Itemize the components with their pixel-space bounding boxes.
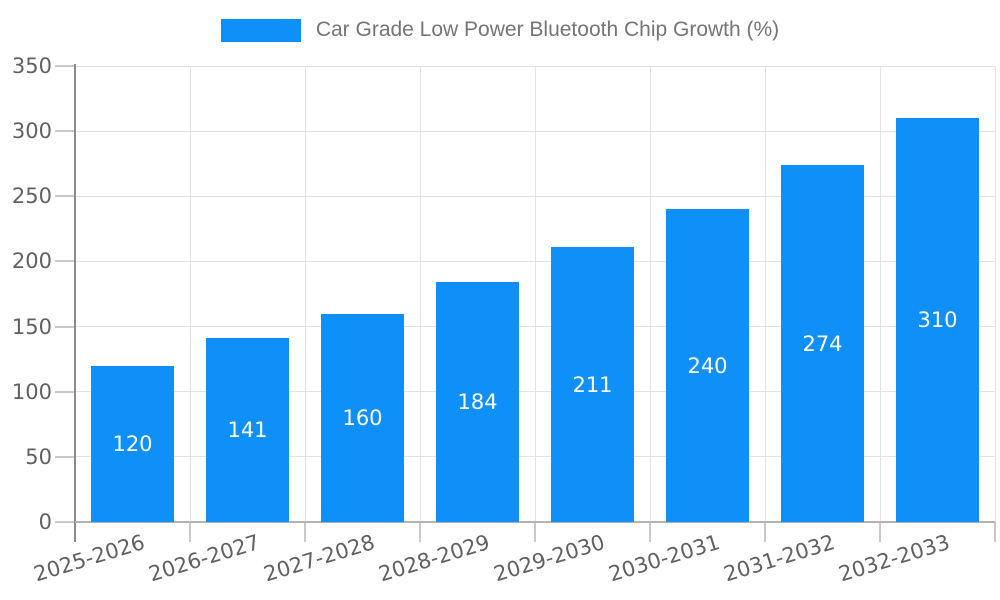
- vertical-gridline: [304, 66, 306, 522]
- bar-value-label: 240: [687, 353, 728, 378]
- y-axis-tick: [55, 325, 75, 328]
- x-axis-label: 2025-2026: [31, 530, 148, 587]
- vertical-gridline: [994, 66, 996, 522]
- y-axis-label: 50: [25, 444, 52, 469]
- bar-value-label: 160: [342, 405, 383, 430]
- y-axis-tick: [55, 455, 75, 458]
- y-axis-tick: [55, 130, 75, 133]
- x-axis-line: [75, 521, 995, 523]
- bar[interactable]: [896, 118, 979, 522]
- y-axis-tick: [55, 521, 75, 523]
- y-axis-label: 100: [11, 379, 52, 404]
- x-axis-tick: [419, 522, 421, 542]
- bar[interactable]: [781, 165, 864, 522]
- x-axis-label: 2026-2027: [146, 530, 263, 587]
- x-axis-tick: [994, 522, 996, 542]
- bar-value-label: 211: [572, 372, 613, 397]
- bar[interactable]: [436, 282, 519, 522]
- bar-value-label: 184: [457, 390, 498, 415]
- y-axis-tick: [55, 390, 75, 393]
- x-axis-label: 2029-2030: [491, 530, 608, 587]
- bar[interactable]: [206, 338, 289, 522]
- vertical-gridline: [189, 66, 191, 522]
- y-axis-tick: [55, 65, 75, 67]
- y-axis-label: 0: [38, 510, 52, 534]
- vertical-gridline: [879, 66, 881, 522]
- x-axis-tick: [189, 522, 191, 542]
- x-axis-label: 2030-2031: [606, 530, 723, 587]
- bar-value-label: 141: [227, 418, 268, 443]
- vertical-gridline: [419, 66, 421, 522]
- x-axis-tick: [304, 522, 306, 542]
- vertical-gridline: [649, 66, 651, 522]
- x-axis-label: 2028-2029: [376, 530, 493, 587]
- x-axis-tick: [649, 522, 651, 542]
- bar[interactable]: [551, 247, 634, 522]
- y-axis-label: 250: [11, 184, 52, 209]
- y-axis-label: 200: [11, 249, 52, 274]
- y-axis-tick: [55, 260, 75, 263]
- x-axis-tick: [879, 522, 881, 542]
- legend-label: Car Grade Low Power Bluetooth Chip Growt…: [315, 18, 780, 41]
- legend-swatch: [220, 18, 301, 42]
- x-axis-label: 2031-2032: [721, 530, 838, 587]
- bar[interactable]: [666, 209, 749, 522]
- vertical-gridline: [534, 66, 536, 522]
- x-axis-label: 2027-2028: [261, 530, 378, 587]
- y-axis-tick: [55, 195, 75, 198]
- vertical-gridline: [764, 66, 766, 522]
- y-axis-label: 350: [11, 54, 52, 78]
- y-axis-label: 150: [11, 314, 52, 339]
- bar-value-label: 274: [802, 331, 843, 356]
- x-axis-tick: [764, 522, 766, 542]
- x-axis-label: 2032-2033: [836, 530, 953, 587]
- bar-value-label: 120: [112, 431, 153, 456]
- bar[interactable]: [321, 313, 404, 522]
- y-axis-label: 300: [11, 119, 52, 144]
- bar-value-label: 310: [917, 308, 958, 333]
- legend[interactable]: Car Grade Low Power Bluetooth Chip Growt…: [0, 18, 1000, 42]
- bar[interactable]: [91, 365, 174, 522]
- x-axis-tick: [534, 522, 536, 542]
- y-axis-line: [74, 64, 76, 542]
